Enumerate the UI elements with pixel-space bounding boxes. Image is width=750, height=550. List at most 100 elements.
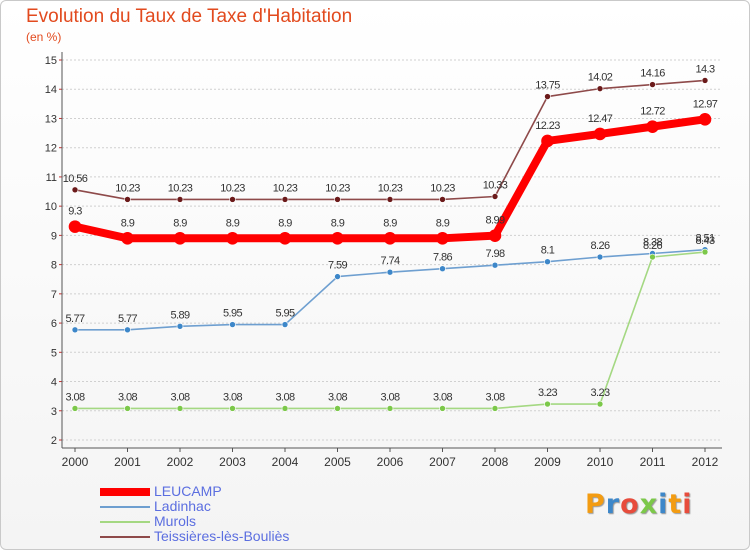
data-label: 10.23 <box>168 182 193 194</box>
data-label: 10.23 <box>325 182 350 194</box>
proxiti-logo: Proxiti <box>585 489 693 520</box>
data-label: 3.08 <box>170 391 189 403</box>
x-tick-label: 2008 <box>482 455 509 469</box>
legend-swatch-teissieres <box>100 536 150 538</box>
x-tick-label: 2005 <box>324 455 351 469</box>
data-point <box>596 400 604 408</box>
data-point <box>439 265 446 273</box>
x-tick-label: 2006 <box>377 455 404 469</box>
data-label: 8.9 <box>173 217 187 229</box>
data-label: 3.08 <box>433 391 452 403</box>
data-label: 3.08 <box>485 391 504 403</box>
logo-letter: o <box>620 489 640 520</box>
data-label: 3.23 <box>590 387 609 399</box>
data-label: 3.23 <box>538 387 557 399</box>
data-point <box>698 113 712 126</box>
y-tick-label: 10 <box>45 201 57 213</box>
data-point <box>281 196 289 203</box>
data-label: 3.08 <box>223 391 242 403</box>
x-tick-label: 2009 <box>534 455 561 469</box>
data-point <box>334 273 341 280</box>
y-tick-label: 13 <box>45 113 57 125</box>
data-label: 8.9 <box>383 217 397 229</box>
data-label: 10.33 <box>483 180 508 192</box>
y-tick-label: 15 <box>45 55 57 67</box>
y-tick-label: 7 <box>51 289 57 301</box>
data-label: 7.98 <box>485 248 504 260</box>
data-label: 10.23 <box>115 182 140 194</box>
data-labels: 10.56 10.23 10.23 10.23 10.23 10.23 10.23 10.23… <box>63 63 719 403</box>
x-tick-label: 2000 <box>62 455 89 469</box>
data-label: 10.23 <box>378 182 403 194</box>
x-tick-label: 2002 <box>167 455 194 469</box>
data-point <box>544 400 551 408</box>
legend-label-teissieres: Teissières-lès-Bouliès <box>154 528 290 544</box>
data-label: 10.56 <box>63 173 88 185</box>
data-point <box>281 405 289 412</box>
data-label: 12.97 <box>693 98 718 110</box>
data-point <box>334 196 341 203</box>
legend-swatch-ladinhac <box>100 506 150 508</box>
y-tick-label: 3 <box>51 406 57 418</box>
data-point <box>544 93 551 100</box>
logo-letter: t <box>668 489 683 520</box>
data-point <box>121 232 134 245</box>
data-point <box>281 321 289 328</box>
data-point <box>439 196 446 203</box>
data-point <box>701 77 709 84</box>
data-point <box>386 268 394 276</box>
y-tick-label: 14 <box>45 84 57 96</box>
data-label: 8.51 <box>695 233 714 245</box>
data-point <box>491 261 499 269</box>
data-label: 8.99 <box>485 215 504 227</box>
data-label: 8.9 <box>121 217 135 229</box>
data-label: 7.59 <box>328 260 347 272</box>
data-point <box>436 232 449 245</box>
data-point <box>488 229 502 242</box>
y-tick-label: 8 <box>51 260 57 272</box>
data-label: 5.95 <box>275 308 294 320</box>
y-tick-label: 5 <box>51 347 57 359</box>
data-label: 9.3 <box>68 206 82 218</box>
legend-swatch-murols <box>100 521 150 523</box>
y-tick-label: 6 <box>51 318 57 330</box>
data-label: 8.43 <box>695 235 714 247</box>
legend-label-murols: Murols <box>154 513 197 529</box>
legend-swatch-leucamp <box>100 488 150 496</box>
data-label: 14.16 <box>640 68 665 80</box>
x-tick-label: 2010 <box>587 455 614 469</box>
axes: 2 3 4 5 6 7 8 9 10 11 12 13 14 15 2000 2001 2002 2003 2004… <box>45 52 722 469</box>
data-label: 3.08 <box>65 391 84 403</box>
data-point <box>649 81 656 88</box>
data-point <box>71 405 79 412</box>
data-point <box>229 196 236 203</box>
y-tick-label: 12 <box>45 143 57 155</box>
y-tick-label: 11 <box>46 172 57 184</box>
data-point <box>439 405 446 412</box>
logo-letter: i <box>658 489 669 520</box>
y-tick-label: 4 <box>51 377 57 389</box>
data-point <box>491 405 499 412</box>
data-point <box>176 322 184 330</box>
grid-lines <box>62 59 722 441</box>
data-point <box>124 196 131 203</box>
data-label: 5.77 <box>118 313 137 325</box>
data-label: 8.9 <box>436 217 450 229</box>
chart-subtitle: (en %) <box>26 30 62 44</box>
series-lines <box>68 77 712 412</box>
data-point <box>331 232 344 245</box>
data-point <box>593 127 607 141</box>
logo-letter: x <box>639 489 659 520</box>
data-label: 12.23 <box>535 120 560 132</box>
x-tick-label: 2011 <box>640 455 666 469</box>
data-point <box>124 405 131 412</box>
data-point <box>278 232 292 245</box>
data-label: 10.23 <box>273 182 298 194</box>
data-point <box>71 186 79 194</box>
legend-label-leucamp: LEUCAMP <box>154 483 222 499</box>
data-point <box>383 232 397 245</box>
data-point <box>173 232 187 245</box>
data-point <box>596 253 604 261</box>
